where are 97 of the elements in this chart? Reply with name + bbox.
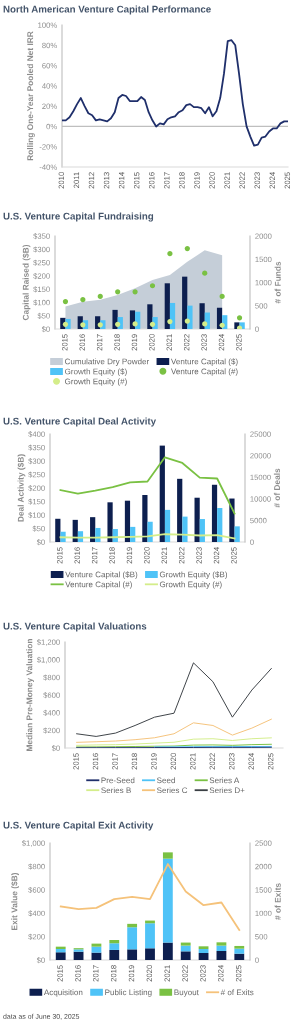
legend-label: Growth Equity (#) xyxy=(159,581,222,589)
bar xyxy=(216,942,227,946)
bar xyxy=(55,952,66,960)
bar xyxy=(142,495,148,542)
y-axis-title: Capital Raised ($B) xyxy=(22,244,31,321)
point xyxy=(149,283,156,289)
point xyxy=(184,245,190,252)
y-axis-title: Exit Value ($B) xyxy=(11,872,19,930)
bar xyxy=(198,946,209,949)
bar xyxy=(127,927,138,950)
point xyxy=(236,315,243,321)
point xyxy=(115,321,121,327)
bar xyxy=(124,500,131,542)
legend-label: Venture Capital ($) xyxy=(170,358,238,366)
legend-label: Venture Capital (#) xyxy=(65,581,132,589)
legend-label: Seed xyxy=(156,777,175,784)
chart-title: U.S. Venture Capital Valuations xyxy=(3,622,147,632)
bar xyxy=(217,507,223,542)
legend-label: Acquisition xyxy=(43,989,83,997)
point xyxy=(184,318,190,324)
legend-label: Public Listing xyxy=(105,989,152,997)
point xyxy=(219,293,225,300)
bar xyxy=(109,939,120,944)
bar xyxy=(159,445,165,542)
bar xyxy=(216,950,227,960)
bar xyxy=(164,283,170,329)
bar xyxy=(147,304,153,329)
line-series xyxy=(62,39,288,147)
bar xyxy=(198,949,209,953)
bar xyxy=(211,484,218,542)
legend-label: Series A xyxy=(209,777,240,784)
y-axis-title: Median Pre-Money Valuation xyxy=(26,639,34,751)
bar xyxy=(91,943,102,947)
bar xyxy=(234,945,245,949)
point xyxy=(80,297,86,303)
line-series xyxy=(76,737,272,746)
point xyxy=(219,322,225,328)
legend-label: Venture Capital (#) xyxy=(170,368,238,376)
point xyxy=(132,321,138,327)
legend-label: # of Exits xyxy=(220,989,254,996)
point xyxy=(132,289,138,295)
y-axis-title: Deal Activity ($B) xyxy=(17,454,26,522)
point xyxy=(167,251,173,257)
bar xyxy=(127,949,138,960)
y-axis-title: Rolling One-Year Pooled Net IRR xyxy=(27,31,35,161)
y2-axis-title: # of Funds xyxy=(274,261,281,304)
legend-label: Series C xyxy=(156,787,188,794)
legend-label: Cumulative Dry Powder xyxy=(65,358,150,366)
bar xyxy=(55,518,61,542)
bar xyxy=(182,516,188,542)
bar xyxy=(234,526,240,542)
bar xyxy=(194,497,200,542)
line-series xyxy=(76,662,272,737)
bar xyxy=(162,852,173,859)
y2-axis-title: # of Deals xyxy=(273,468,280,508)
bar xyxy=(187,305,193,329)
bar xyxy=(180,951,191,960)
chart-title: North American Venture Capital Performance xyxy=(3,5,211,15)
point xyxy=(202,270,208,276)
point xyxy=(202,321,208,327)
point xyxy=(115,289,121,295)
bar xyxy=(162,858,173,943)
legend-label: Venture Capital ($B) xyxy=(65,571,138,579)
bar xyxy=(127,923,138,928)
bar xyxy=(145,948,155,960)
bar xyxy=(109,949,120,960)
point xyxy=(149,321,156,327)
bar xyxy=(107,502,113,542)
bar xyxy=(234,948,245,954)
point xyxy=(97,293,103,300)
bar xyxy=(145,923,155,949)
point xyxy=(167,318,173,325)
bar xyxy=(199,519,205,542)
point xyxy=(62,298,69,305)
y2-axis-title: # of Exits xyxy=(274,883,281,920)
legend-label: Series D+ xyxy=(209,787,245,794)
legend-label: Series B xyxy=(101,787,131,794)
bar xyxy=(180,942,191,946)
line-series xyxy=(59,456,236,515)
chart-title: U.S. Venture Capital Fundraising xyxy=(3,212,154,222)
legend-label: Growth Equity ($B) xyxy=(159,571,228,579)
bar xyxy=(234,953,245,960)
legend-label: Buyout xyxy=(174,989,199,997)
bar xyxy=(182,276,188,329)
bar xyxy=(109,943,120,950)
bar xyxy=(198,952,209,960)
bar xyxy=(91,946,102,953)
legend-label: Growth Equity (#) xyxy=(64,378,127,386)
chart-title: U.S. Venture Capital Exit Activity xyxy=(3,821,154,831)
bar xyxy=(55,949,66,953)
legend-label: Pre-Seed xyxy=(101,777,135,784)
chart-title: U.S. Venture Capital Deal Activity xyxy=(3,417,157,427)
bar xyxy=(162,942,173,960)
line-series xyxy=(76,718,272,743)
line-series xyxy=(59,863,241,931)
bar xyxy=(177,478,183,542)
legend-label: Growth Equity ($) xyxy=(64,368,127,376)
